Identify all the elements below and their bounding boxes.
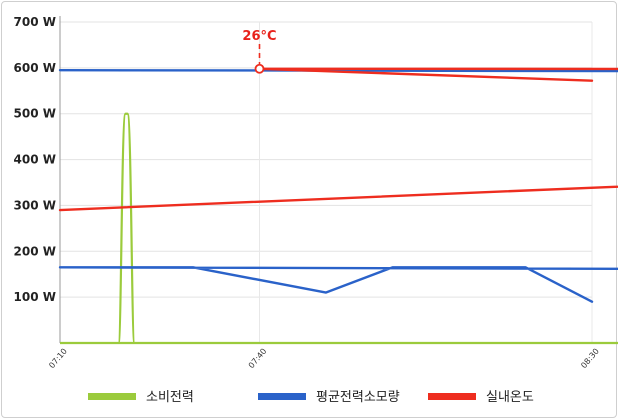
legend-label: 실내온도 <box>486 390 534 405</box>
y-tick-label: 300 W <box>14 198 56 212</box>
y-tick-label: 700 W <box>14 15 56 29</box>
y-tick-label: 500 W <box>14 107 56 121</box>
y-tick-label: 400 W <box>14 153 56 167</box>
temperature-label: 26°C <box>242 29 276 44</box>
series-line-avg-power <box>58 68 618 303</box>
legend-label: 평균전력소모량 <box>316 390 400 405</box>
x-tick-label: 07:10 <box>47 347 69 370</box>
series-line-temperature <box>58 67 618 212</box>
y-tick-label: 600 W <box>14 61 56 75</box>
series-line-power <box>60 112 618 345</box>
legend-label: 소비전력 <box>146 390 194 405</box>
legend-swatch <box>428 393 476 400</box>
y-tick-label: 200 W <box>14 244 56 258</box>
legend-swatch <box>88 393 136 400</box>
legend-swatch <box>258 393 306 400</box>
temperature-open-marker <box>254 63 265 74</box>
x-tick-label: 07:40 <box>247 347 269 370</box>
y-tick-label: 100 W <box>14 290 56 304</box>
x-tick-label: 08:30 <box>579 347 601 370</box>
